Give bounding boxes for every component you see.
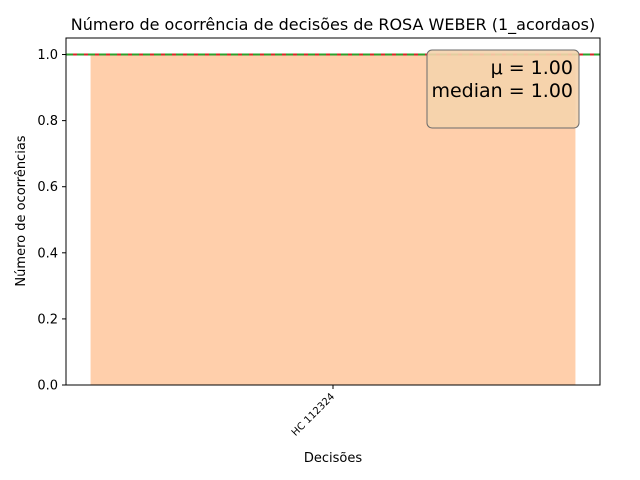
y-tick-label: 0.0 xyxy=(37,379,58,394)
y-axis-label: Número de ocorrências xyxy=(14,135,29,286)
x-axis-label: Decisões xyxy=(304,451,362,466)
y-tick-label: 0.4 xyxy=(37,246,58,261)
mean-label: μ = 1.00 xyxy=(491,57,573,79)
y-tick-label: 1.0 xyxy=(37,48,58,63)
stats-box xyxy=(426,49,580,129)
y-tick-label: 0.6 xyxy=(37,180,58,195)
y-tick-label: 0.2 xyxy=(37,312,58,327)
stats-annotation: μ = 1.00 median = 1.00 xyxy=(426,49,580,129)
x-tick-label: HC 112324 xyxy=(290,391,337,438)
y-axis: 0.0 0.2 0.4 0.6 0.8 1.0 xyxy=(37,48,66,394)
chart-title: Número de ocorrência de decisões de ROSA… xyxy=(71,15,595,35)
y-tick-label: 0.8 xyxy=(37,114,58,129)
x-axis: HC 112324 xyxy=(290,385,337,439)
median-label: median = 1.00 xyxy=(431,80,573,102)
